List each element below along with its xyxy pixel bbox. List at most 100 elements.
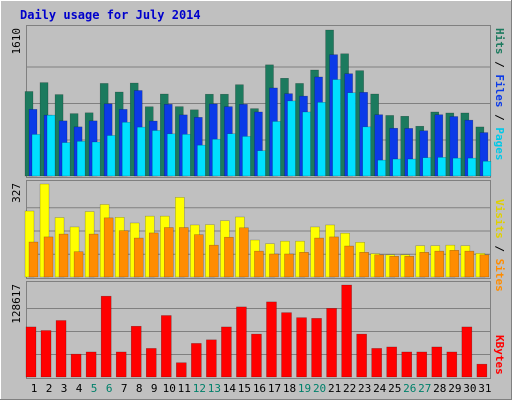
legend-visits: Visits: [493, 199, 506, 239]
bar-sites-day-24: [374, 254, 384, 278]
x-label-day-7: 7: [121, 382, 128, 395]
bar-sites-day-25: [389, 255, 399, 278]
bar-pages-day-13: [212, 138, 221, 177]
x-label-day-21: 21: [328, 382, 341, 395]
bar-sites-day-22: [344, 245, 354, 278]
bar-sites-day-10: [164, 227, 174, 278]
bar-sites-day-30: [464, 250, 475, 278]
bar-pages-day-10: [167, 133, 176, 177]
bar-kbytes-day-17: [266, 301, 277, 378]
bar-kbytes-day-9: [145, 348, 157, 378]
bar-pages-day-2: [46, 114, 56, 177]
bar-pages-day-20: [317, 102, 326, 177]
bar-kbytes-day-15: [236, 306, 247, 378]
bar-pages-day-6: [106, 135, 116, 177]
bar-pages-day-23: [362, 126, 371, 177]
x-label-day-12: 12: [193, 382, 206, 395]
bar-kbytes-day-16: [251, 333, 262, 378]
bar-kbytes-day-11: [176, 362, 187, 378]
bar-sites-day-28: [434, 250, 445, 278]
bar-kbytes-day-14: [221, 326, 232, 378]
bar-kbytes-day-29: [446, 351, 458, 378]
bar-pages-day-19: [302, 111, 311, 177]
y-max-label-kbytes: 128617: [10, 284, 23, 324]
bar-pages-day-5: [91, 141, 101, 177]
bar-kbytes-day-1: [25, 326, 37, 378]
x-label-day-4: 4: [76, 382, 83, 395]
legend-pages: Pages: [493, 127, 506, 160]
y-max-label-hits: 1610: [10, 28, 23, 55]
bar-pages-day-31: [482, 160, 492, 177]
x-label-day-5: 5: [91, 382, 98, 395]
x-label-day-10: 10: [163, 382, 176, 395]
legend-text: Visits / Sites: [493, 199, 506, 292]
bar-sites-day-1: [28, 241, 39, 278]
bar-sites-day-31: [479, 254, 490, 278]
x-label-day-9: 9: [151, 382, 158, 395]
legend-kbytes-panel: KBytes: [493, 335, 506, 375]
bar-kbytes-day-8: [130, 325, 142, 378]
legend-kbytes: KBytes: [493, 335, 506, 375]
bar-sites-day-17: [269, 253, 279, 278]
bar-kbytes-day-6: [100, 295, 112, 378]
legend-separator-2: /: [493, 108, 506, 128]
x-label-day-6: 6: [106, 382, 113, 395]
bar-sites-day-7: [118, 230, 129, 278]
bar-sites-day-6: [103, 217, 114, 278]
x-label-day-18: 18: [283, 382, 296, 395]
bar-pages-day-14: [227, 133, 236, 177]
legend-separator-1: /: [493, 55, 506, 75]
bar-sites-day-8: [133, 237, 144, 278]
bar-pages-day-11: [182, 134, 191, 177]
bar-sites-day-29: [449, 250, 460, 278]
x-label-day-28: 28: [433, 382, 446, 395]
bar-kbytes-day-13: [206, 339, 217, 378]
bar-pages-day-1: [31, 134, 41, 177]
x-axis-labels: 1 2 3 4 5 6 7 8 9 10 11 12 13 14 15 16 17 18 19 20 21 22 23 24 2…: [31, 382, 492, 395]
legend-hits: Hits: [493, 28, 506, 55]
legend-sites: Sites: [493, 259, 506, 292]
bar-pages-day-3: [61, 142, 71, 177]
bar-pages-day-26: [407, 158, 416, 177]
x-label-day-30: 30: [463, 382, 476, 395]
bar-pages-day-18: [287, 100, 296, 177]
x-label-day-16: 16: [253, 382, 266, 395]
bar-sites-day-16: [254, 250, 264, 278]
bar-sites-day-26: [404, 255, 414, 278]
bars: [24, 29, 492, 378]
x-label-day-11: 11: [178, 382, 191, 395]
bar-sites-day-11: [179, 227, 189, 278]
legend-text: Hits / Files / Pages: [493, 28, 506, 161]
bar-pages-day-7: [121, 121, 131, 177]
bar-kbytes-day-23: [356, 333, 367, 378]
bar-kbytes-day-4: [70, 353, 82, 378]
bar-kbytes-day-12: [191, 343, 202, 378]
x-label-day-31: 31: [478, 382, 491, 395]
bar-pages-day-17: [272, 121, 281, 177]
chart-title: Daily usage for July 2014: [20, 8, 201, 22]
x-label-day-13: 13: [208, 382, 221, 395]
bar-kbytes-day-22: [341, 284, 352, 378]
x-label-day-19: 19: [298, 382, 311, 395]
bar-pages-day-15: [242, 136, 251, 177]
bar-pages-day-22: [347, 92, 356, 177]
bar-sites-day-5: [88, 233, 99, 278]
bar-kbytes-day-31: [476, 363, 488, 378]
bar-kbytes-day-5: [85, 351, 97, 378]
bar-pages-day-28: [437, 157, 447, 177]
bar-sites-day-4: [73, 251, 84, 278]
bar-sites-day-19: [299, 252, 309, 278]
bar-pages-day-27: [422, 157, 432, 177]
bar-sites-day-27: [419, 252, 430, 278]
y-max-label-visits: 327: [10, 183, 23, 203]
x-label-day-3: 3: [61, 382, 68, 395]
bar-kbytes-day-24: [371, 348, 382, 378]
bar-kbytes-day-28: [431, 346, 443, 378]
bar-pages-day-30: [467, 157, 477, 177]
bar-kbytes-day-26: [401, 351, 412, 378]
legend-hits-panel: Hits / Files / Pages: [493, 28, 506, 161]
bar-sites-day-3: [58, 233, 69, 278]
x-label-day-14: 14: [223, 382, 237, 395]
x-label-day-8: 8: [136, 382, 143, 395]
x-label-day-17: 17: [268, 382, 281, 395]
